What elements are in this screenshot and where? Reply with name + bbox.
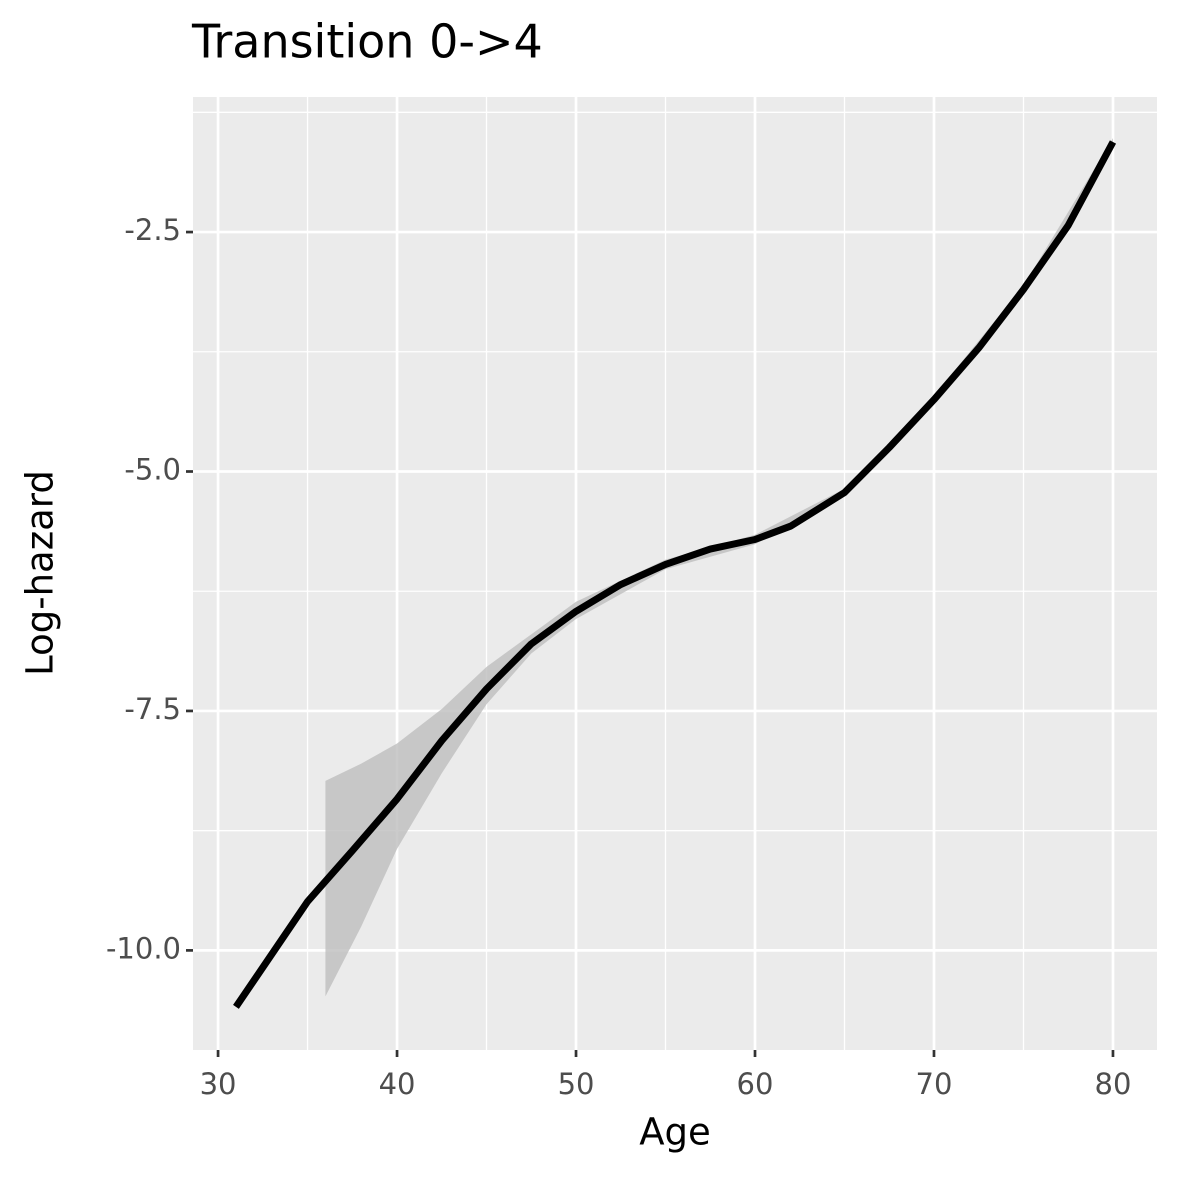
x-tick-label: 30 — [200, 1067, 237, 1101]
x-tick-label: 80 — [1095, 1067, 1132, 1101]
x-tick-label: 60 — [737, 1067, 774, 1101]
chart-title: Transition 0->4 — [191, 15, 543, 69]
y-tick-label: -5.0 — [124, 452, 181, 486]
y-tick-label: -7.5 — [124, 692, 181, 726]
x-axis-title: Age — [639, 1111, 711, 1154]
y-tick-label: -2.5 — [124, 213, 181, 247]
line — [233, 140, 1117, 1009]
x-tick-label: 50 — [558, 1067, 595, 1101]
x-tick-label: 40 — [379, 1067, 416, 1101]
y-axis-title: Log-hazard — [19, 470, 62, 676]
y-tick-label: -10.0 — [106, 931, 181, 965]
x-tick-label: 70 — [916, 1067, 953, 1101]
